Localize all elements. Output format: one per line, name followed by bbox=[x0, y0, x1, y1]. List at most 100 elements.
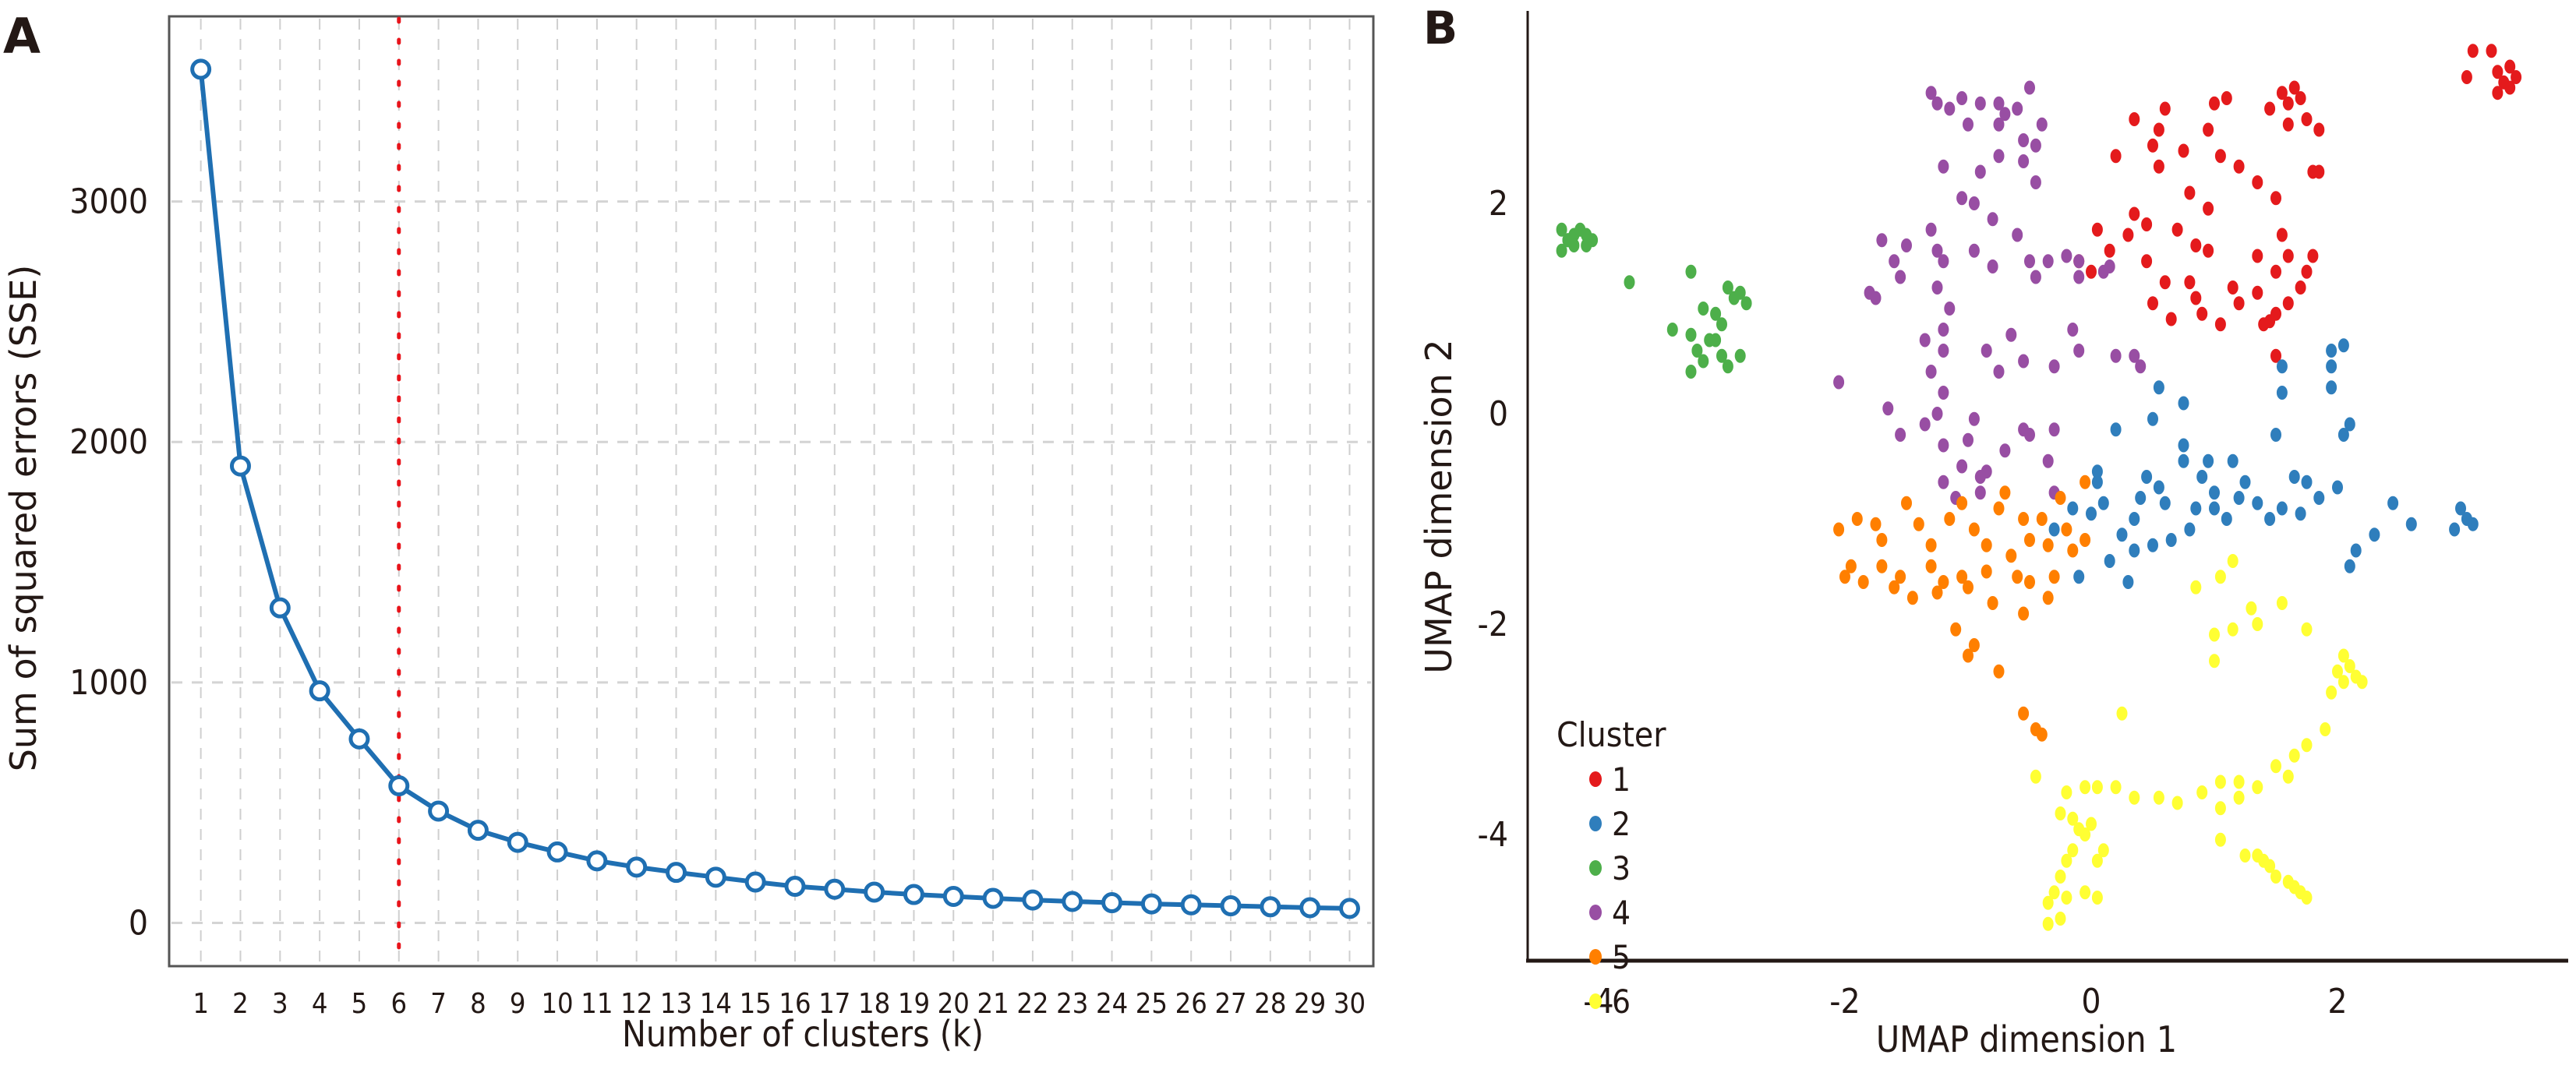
umap-point bbox=[1981, 464, 1992, 479]
umap-point bbox=[2467, 44, 2479, 58]
umap-point bbox=[2122, 228, 2134, 242]
x-tick-label: 29 bbox=[1294, 988, 1326, 1020]
umap-point bbox=[2141, 470, 2153, 484]
umap-point bbox=[2320, 722, 2331, 736]
umap-point bbox=[2129, 543, 2140, 558]
umap-point bbox=[2203, 201, 2214, 216]
umap-point bbox=[2326, 359, 2337, 374]
umap-point bbox=[2239, 475, 2251, 489]
umap-point bbox=[2295, 280, 2306, 295]
umap-point bbox=[2455, 501, 2466, 516]
umap-point bbox=[2214, 801, 2226, 816]
umap-point bbox=[2097, 843, 2109, 858]
x-tick-label: 30 bbox=[1334, 988, 1366, 1020]
cluster-1-points bbox=[2073, 44, 2522, 363]
panel-b-y-axis-label: UMAP dimension 2 bbox=[1418, 339, 1460, 673]
y-tick-label: 0 bbox=[1489, 394, 1508, 434]
umap-point bbox=[1944, 101, 1956, 116]
panel-a-x-axis-label: Number of clusters (k) bbox=[622, 1013, 984, 1055]
umap-point bbox=[1981, 344, 1992, 358]
umap-point bbox=[2005, 549, 2017, 563]
umap-point bbox=[2264, 314, 2276, 329]
x-tick-label: 24 bbox=[1096, 988, 1128, 1020]
umap-point bbox=[2024, 80, 2035, 95]
umap-point bbox=[2270, 264, 2281, 279]
umap-point bbox=[1833, 375, 1845, 390]
umap-point bbox=[1666, 323, 1678, 337]
umap-point bbox=[1889, 254, 1900, 269]
umap-point bbox=[2301, 622, 2313, 637]
umap-point bbox=[2209, 485, 2220, 500]
umap-point bbox=[2190, 238, 2202, 252]
umap-point bbox=[1839, 570, 1850, 584]
panel-b-x-axis-label: UMAP dimension 1 bbox=[1876, 1018, 2177, 1060]
umap-point bbox=[1710, 306, 1722, 321]
umap-point bbox=[2147, 296, 2158, 311]
umap-point bbox=[1925, 222, 1937, 237]
umap-point bbox=[2129, 790, 2140, 805]
umap-point bbox=[2492, 65, 2504, 79]
umap-point bbox=[2018, 154, 2030, 168]
umap-point bbox=[1999, 443, 2011, 458]
x-tick-label: 28 bbox=[1254, 988, 1286, 1020]
umap-point bbox=[2221, 512, 2232, 526]
umap-point bbox=[2295, 91, 2306, 105]
umap-point bbox=[1851, 512, 1863, 526]
umap-point bbox=[2282, 249, 2294, 263]
sse-point bbox=[982, 887, 1004, 909]
umap-point bbox=[2288, 748, 2300, 763]
y-tick-label: 2 bbox=[1489, 184, 1508, 224]
umap-point bbox=[2061, 785, 2072, 799]
umap-point bbox=[2091, 780, 2103, 795]
umap-point bbox=[2270, 428, 2281, 442]
umap-point bbox=[2042, 538, 2054, 552]
umap-point bbox=[2301, 738, 2313, 753]
sse-point bbox=[824, 878, 846, 900]
umap-point bbox=[2030, 270, 2041, 284]
umap-point bbox=[2067, 323, 2079, 337]
umap-point bbox=[1581, 238, 1592, 252]
umap-point bbox=[1974, 96, 1986, 111]
umap-point bbox=[1993, 149, 2005, 164]
umap-point bbox=[2270, 348, 2281, 363]
umap-point bbox=[1925, 538, 1937, 552]
umap-point bbox=[1889, 580, 1900, 594]
umap-point bbox=[2313, 122, 2325, 137]
legend-swatch-5 bbox=[1589, 949, 1602, 965]
umap-point bbox=[1938, 575, 1949, 589]
umap-point bbox=[1722, 359, 1733, 374]
sse-point bbox=[1260, 896, 1281, 918]
umap-point bbox=[2337, 648, 2349, 663]
umap-point bbox=[2061, 891, 2072, 905]
x-tick-label: 21 bbox=[977, 988, 1009, 1020]
umap-point bbox=[2276, 228, 2288, 242]
panel-b: B -4 -2 0 2 -4 -2 0 2 Cluster 1 2 3 4 5 6 UMAP dime… bbox=[1418, 2, 2568, 1060]
umap-point bbox=[2276, 86, 2288, 101]
legend-swatch-2 bbox=[1589, 816, 1602, 831]
umap-point bbox=[1968, 411, 1980, 426]
umap-point bbox=[2042, 591, 2054, 605]
sse-point bbox=[1101, 892, 1123, 914]
umap-point bbox=[2116, 527, 2128, 542]
umap-point bbox=[2252, 617, 2263, 631]
umap-point bbox=[2332, 480, 2343, 495]
umap-point bbox=[2356, 675, 2368, 690]
legend-label-6: 6 bbox=[1612, 983, 1631, 1021]
umap-point bbox=[2252, 249, 2263, 263]
umap-point bbox=[2307, 164, 2319, 179]
umap-point bbox=[2178, 438, 2189, 453]
umap-point bbox=[2048, 885, 2060, 900]
umap-point bbox=[1956, 570, 1968, 584]
umap-point bbox=[1981, 538, 1992, 552]
legend-label-4: 4 bbox=[1612, 894, 1631, 932]
umap-point bbox=[1698, 302, 1709, 316]
umap-point bbox=[2233, 774, 2245, 789]
umap-point bbox=[2018, 512, 2030, 526]
umap-point bbox=[1710, 333, 1722, 348]
umap-point bbox=[1925, 365, 1937, 379]
umap-point bbox=[2091, 475, 2103, 489]
umap-point bbox=[1963, 648, 1974, 663]
umap-point bbox=[1925, 86, 1937, 101]
umap-point bbox=[2221, 91, 2232, 105]
legend-swatch-1 bbox=[1589, 771, 1602, 787]
